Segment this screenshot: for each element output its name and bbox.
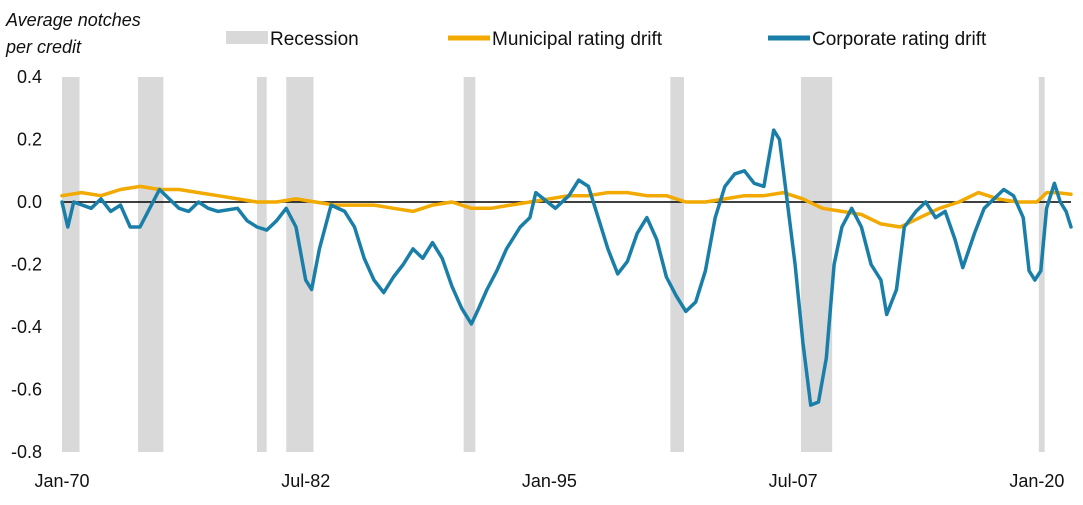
x-axis-ticks: Jan-70 Jul-82 Jan-95 Jul-07 Jan-20 [34, 471, 1064, 491]
legend-recession-swatch [226, 31, 268, 44]
y-axis-ticks: 0.4 0.2 0.0 -0.2 -0.4 -0.6 -0.8 [11, 67, 42, 462]
recession-band [800, 77, 833, 452]
y-tick-label: 0.0 [17, 192, 42, 212]
legend-corporate-label: Corporate rating drift [812, 29, 987, 50]
recession-band [138, 77, 164, 452]
x-tick-label: Jan-95 [522, 471, 577, 491]
y-tick-label: -0.2 [11, 255, 42, 275]
corporate-drift-line [60, 128, 1073, 407]
x-tick-label: Jan-70 [34, 471, 89, 491]
y-tick-label: -0.8 [11, 442, 42, 462]
series-lines [60, 128, 1073, 407]
y-axis-title-line-2: per credit [5, 37, 82, 57]
recession-band [463, 77, 476, 452]
y-tick-label: -0.6 [11, 380, 42, 400]
municipal-drift-line [60, 184, 1073, 229]
legend-recession-label: Recession [270, 29, 359, 50]
recession-bands [62, 77, 1045, 452]
y-axis-title-line-1: Average notches [5, 10, 141, 30]
x-tick-label: Jul-07 [769, 471, 818, 491]
x-tick-label: Jul-82 [281, 471, 330, 491]
x-tick-label: Jan-20 [1009, 471, 1064, 491]
y-tick-label: 0.4 [17, 67, 42, 87]
y-tick-label: -0.4 [11, 317, 42, 337]
legend: Recession Municipal rating drift Corpora… [226, 29, 987, 50]
recession-band [256, 77, 267, 452]
y-tick-label: 0.2 [17, 130, 42, 150]
recession-band [62, 77, 80, 452]
legend-municipal-label: Municipal rating drift [492, 29, 663, 50]
recession-band [286, 77, 314, 452]
recession-band [670, 77, 684, 452]
